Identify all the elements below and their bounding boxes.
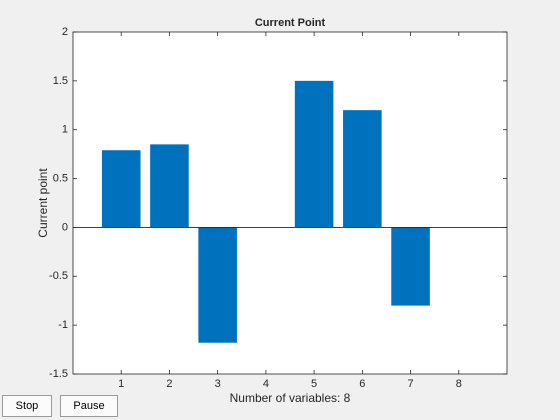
y-tick-label: 1.5 — [53, 75, 68, 87]
y-tick-label: -0.5 — [49, 270, 68, 282]
y-tick-label: 2 — [62, 26, 68, 38]
x-tick-label: 4 — [263, 378, 269, 390]
x-tick-label: 7 — [407, 378, 413, 390]
stop-button[interactable]: Stop — [2, 395, 52, 417]
x-tick-label: 1 — [118, 378, 124, 390]
bar — [294, 80, 334, 228]
bar — [101, 150, 141, 228]
y-tick-label: 0.5 — [53, 172, 68, 184]
x-tick-label: 5 — [311, 378, 317, 390]
y-tick-label: -1 — [58, 319, 68, 331]
x-tick-label: 8 — [456, 378, 462, 390]
bar — [150, 144, 189, 228]
chart-title: Current Point — [255, 17, 326, 29]
x-axis-label: Number of variables: 8 — [230, 391, 351, 405]
y-tick-label: -1.5 — [49, 368, 68, 380]
bar — [198, 227, 237, 343]
bar — [391, 227, 430, 306]
pause-button[interactable]: Pause — [60, 395, 118, 417]
bar — [343, 110, 382, 228]
axes-box — [72, 31, 508, 375]
y-axis-label: Current point — [36, 168, 50, 238]
y-tick-label: 1 — [62, 124, 68, 136]
x-tick-label: 3 — [215, 378, 221, 390]
x-tick-label: 2 — [166, 378, 172, 390]
y-tick-label: 0 — [62, 221, 68, 233]
x-tick-label: 6 — [359, 378, 365, 390]
